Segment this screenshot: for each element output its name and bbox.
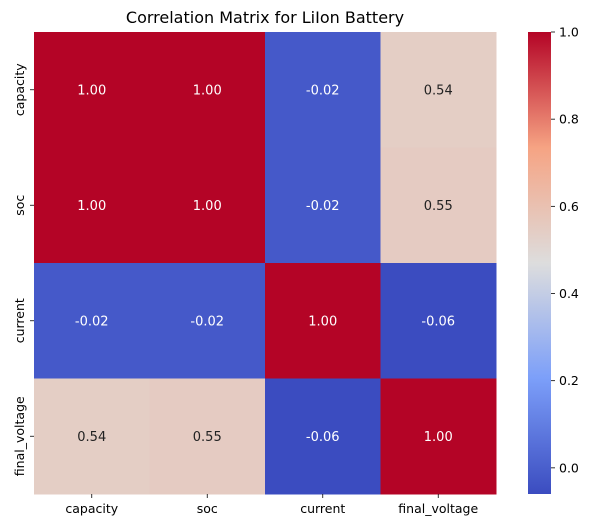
cell-value-label: 1.00 — [193, 199, 222, 214]
heatmap-cell — [149, 32, 266, 148]
colorbar-tick-label: 0.2 — [559, 373, 579, 388]
heatmap-cell — [149, 263, 266, 379]
cell-value-label: 1.00 — [77, 83, 106, 98]
heatmap-cell — [380, 378, 497, 495]
x-tick-label: current — [300, 501, 345, 516]
heatmap-annotations: 1.00 1.00 -0.02 0.54 1.00 1.00 -0.02 0.55 -0.02 -… — [75, 83, 455, 445]
cell-value-label: -0.02 — [306, 83, 340, 98]
cell-value-label: 0.55 — [424, 199, 453, 214]
heatmap-cell — [34, 147, 150, 264]
heatmap-cell — [380, 32, 497, 148]
heatmap-cells — [34, 32, 497, 495]
cell-value-label: -0.02 — [75, 314, 109, 329]
x-axis: capacity soc current final_voltage — [65, 494, 478, 516]
cell-value-label: -0.06 — [421, 314, 455, 329]
x-tick-label: capacity — [65, 501, 118, 516]
cell-value-label: 1.00 — [424, 430, 453, 445]
colorbar-tick-label: 0.0 — [559, 460, 579, 475]
cell-value-label: -0.06 — [306, 430, 340, 445]
cell-value-label: 0.54 — [424, 83, 453, 98]
heatmap-cell — [149, 378, 266, 495]
cell-value-label: 1.00 — [193, 83, 222, 98]
y-tick-label: soc — [12, 195, 27, 216]
heatmap-cell — [265, 263, 381, 379]
cell-value-label: 0.55 — [193, 430, 222, 445]
colorbar: 0.0 0.2 0.4 0.6 0.8 1.0 — [528, 25, 579, 494]
y-tick-label: capacity — [12, 63, 27, 116]
x-tick-label: soc — [197, 501, 218, 516]
cell-value-label: 1.00 — [77, 199, 106, 214]
colorbar-tick-label: 1.0 — [559, 25, 579, 40]
heatmap-cell — [265, 378, 381, 495]
colorbar-gradient — [528, 32, 551, 494]
heatmap-cell — [34, 32, 150, 148]
x-tick-label: final_voltage — [398, 501, 478, 516]
cell-value-label: 0.54 — [77, 430, 106, 445]
heatmap-cell — [265, 147, 381, 264]
colorbar-tick-label: 0.8 — [559, 112, 579, 127]
y-tick-label: final_voltage — [12, 396, 27, 476]
heatmap-cell — [380, 263, 497, 379]
chart-title: Correlation Matrix for LiIon Battery — [126, 8, 404, 27]
y-tick-label: current — [12, 298, 27, 343]
heatmap-cell — [265, 32, 381, 148]
heatmap-cell — [34, 263, 150, 379]
heatmap-cell — [34, 378, 150, 495]
heatmap-cell — [380, 147, 497, 264]
colorbar-tick-label: 0.6 — [559, 199, 579, 214]
cell-value-label: 1.00 — [308, 314, 337, 329]
colorbar-tick-label: 0.4 — [559, 286, 579, 301]
heatmap-cell — [149, 147, 266, 264]
cell-value-label: -0.02 — [190, 314, 224, 329]
y-axis: capacity soc current final_voltage — [12, 63, 34, 476]
cell-value-label: -0.02 — [306, 199, 340, 214]
